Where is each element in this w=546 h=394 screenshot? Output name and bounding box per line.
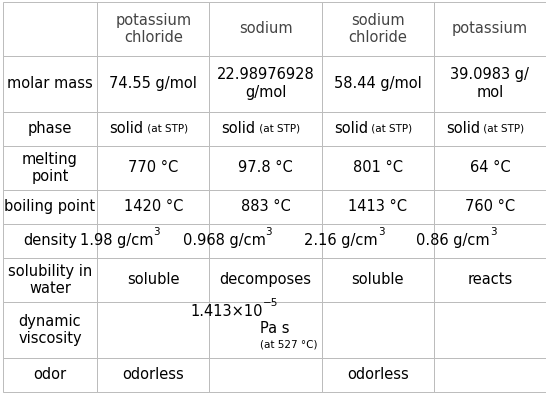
Bar [434, 190, 546, 224]
Bar [210, 302, 322, 358]
Text: solid: solid [222, 121, 256, 136]
Bar [3, 146, 97, 190]
Bar [97, 224, 210, 258]
Text: molar mass: molar mass [7, 76, 93, 91]
Text: 1413 °C: 1413 °C [348, 199, 407, 214]
Text: decomposes: decomposes [219, 272, 312, 287]
Bar [97, 112, 210, 146]
Text: solubility in
water: solubility in water [8, 264, 92, 296]
Bar [434, 112, 546, 146]
Text: potassium: potassium [452, 21, 528, 36]
Bar [97, 146, 210, 190]
Text: soluble: soluble [352, 272, 404, 287]
Bar [434, 224, 546, 258]
Text: 883 °C: 883 °C [241, 199, 290, 214]
Text: 0.86 g/cm: 0.86 g/cm [416, 233, 490, 248]
Text: 1.413×10: 1.413×10 [191, 305, 263, 320]
Bar [434, 358, 546, 392]
Text: (at 527 °C): (at 527 °C) [260, 340, 318, 349]
Text: sodium: sodium [239, 21, 292, 36]
Text: potassium
chloride: potassium chloride [115, 13, 192, 45]
Bar [322, 224, 434, 258]
Text: soluble: soluble [127, 272, 180, 287]
Bar [210, 258, 322, 302]
Bar [97, 190, 210, 224]
Bar [97, 302, 210, 358]
Bar [97, 258, 210, 302]
Bar [97, 358, 210, 392]
Bar [3, 224, 97, 258]
Text: (at STP): (at STP) [368, 124, 412, 134]
Bar [322, 112, 434, 146]
Bar [3, 2, 97, 56]
Text: odor: odor [33, 368, 67, 383]
Text: sodium
chloride: sodium chloride [348, 13, 407, 45]
Text: 64 °C: 64 °C [470, 160, 510, 175]
Bar [210, 190, 322, 224]
Text: 760 °C: 760 °C [465, 199, 515, 214]
Text: 58.44 g/mol: 58.44 g/mol [334, 76, 422, 91]
Text: (at STP): (at STP) [480, 124, 524, 134]
Bar [322, 190, 434, 224]
Bar [322, 2, 434, 56]
Text: solid: solid [109, 121, 144, 136]
Text: 1420 °C: 1420 °C [124, 199, 183, 214]
Text: dynamic
viscosity: dynamic viscosity [18, 314, 82, 346]
Bar [322, 302, 434, 358]
Text: density: density [23, 233, 77, 248]
Bar [322, 56, 434, 112]
Bar [3, 302, 97, 358]
Bar [97, 56, 210, 112]
Text: reacts: reacts [467, 272, 513, 287]
Bar [322, 146, 434, 190]
Bar [97, 2, 210, 56]
Text: 3: 3 [153, 227, 160, 237]
Bar [210, 56, 322, 112]
Text: 3: 3 [378, 227, 384, 237]
Text: 39.0983 g/
mol: 39.0983 g/ mol [450, 67, 529, 100]
Text: 3: 3 [265, 227, 272, 237]
Bar [3, 258, 97, 302]
Bar [3, 112, 97, 146]
Text: Pa s: Pa s [260, 321, 289, 336]
Text: 74.55 g/mol: 74.55 g/mol [109, 76, 197, 91]
Text: 22.98976928
g/mol: 22.98976928 g/mol [217, 67, 314, 100]
Bar [434, 258, 546, 302]
Text: (at STP): (at STP) [144, 124, 188, 134]
Text: phase: phase [28, 121, 72, 136]
Text: 1.98 g/cm: 1.98 g/cm [80, 233, 153, 248]
Text: boiling point: boiling point [4, 199, 96, 214]
Text: (at STP): (at STP) [256, 124, 300, 134]
Text: odorless: odorless [122, 368, 185, 383]
Text: solid: solid [446, 121, 480, 136]
Text: melting
point: melting point [22, 152, 78, 184]
Text: 770 °C: 770 °C [128, 160, 179, 175]
Bar [3, 56, 97, 112]
Bar [434, 302, 546, 358]
Text: 0.968 g/cm: 0.968 g/cm [183, 233, 265, 248]
Text: 3: 3 [490, 227, 496, 237]
Bar [210, 358, 322, 392]
Bar [210, 112, 322, 146]
Bar [434, 2, 546, 56]
Bar [3, 190, 97, 224]
Bar [434, 56, 546, 112]
Text: 97.8 °C: 97.8 °C [238, 160, 293, 175]
Bar [210, 224, 322, 258]
Text: solid: solid [334, 121, 368, 136]
Text: 2.16 g/cm: 2.16 g/cm [304, 233, 378, 248]
Bar [210, 146, 322, 190]
Bar [210, 2, 322, 56]
Text: odorless: odorless [347, 368, 408, 383]
Bar [322, 358, 434, 392]
Bar [3, 358, 97, 392]
Bar [434, 146, 546, 190]
Text: −5: −5 [263, 298, 278, 308]
Text: 801 °C: 801 °C [353, 160, 403, 175]
Bar [322, 258, 434, 302]
